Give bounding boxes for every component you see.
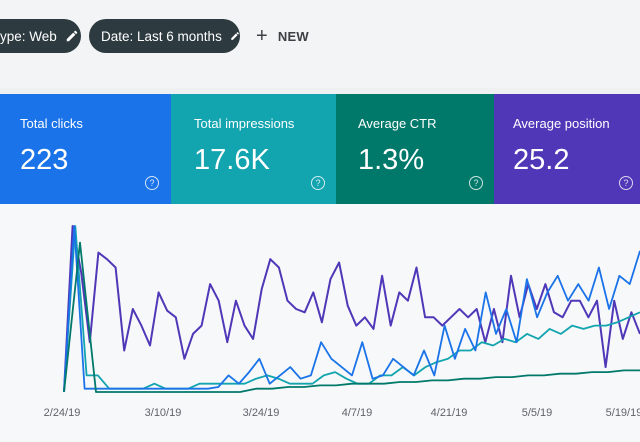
card-value: 1.3% [358,144,425,176]
card-value: 25.2 [513,144,570,176]
average-position-card[interactable]: Average position 25.2 ? [494,94,640,204]
card-label: Total clicks [20,116,83,131]
card-value: 223 [20,144,69,176]
card-label: Total impressions [194,116,295,131]
new-filter-label: NEW [277,28,309,44]
total-clicks-card[interactable]: Total clicks 223 ? [0,94,171,204]
x-tick-label: 3/10/19 [145,407,182,419]
help-icon[interactable]: ? [311,176,325,190]
metric-cards: Total clicks 223 ? Total impressions 17.… [0,94,640,204]
date-filter-chip[interactable]: Date: Last 6 months [89,19,240,53]
total-impressions-card[interactable]: Total impressions 17.6K ? [171,94,336,204]
series-line [63,225,640,393]
type-filter-chip[interactable]: ype: Web [0,19,81,53]
date-filter-label: Date: Last 6 months [101,28,222,44]
help-icon[interactable]: ? [145,176,159,190]
x-tick-label: 5/5/19 [522,407,553,419]
plus-icon: + [256,25,268,47]
series-line [63,225,640,393]
new-filter-button[interactable]: + NEW [256,25,309,47]
series-line [63,241,640,393]
x-tick-label: 5/19/19 [606,407,640,419]
x-tick-label: 3/24/19 [243,407,280,419]
card-value: 17.6K [194,144,270,176]
edit-icon[interactable] [230,29,240,43]
edit-icon[interactable] [65,29,79,43]
card-label: Average position [513,116,610,131]
average-ctr-card[interactable]: Average CTR 1.3% ? [336,94,494,204]
x-tick-label: 4/21/19 [431,407,468,419]
help-icon[interactable]: ? [619,176,633,190]
line-chart: 2/24/19 3/10/19 3/24/19 4/7/19 4/21/19 5/5/19… [44,225,640,419]
filter-bar: ype: Web Date: Last 6 months + NEW [0,0,640,88]
card-label: Average CTR [358,116,437,131]
performance-chart: 2/24/19 3/10/19 3/24/19 4/7/19 4/21/19 5/5/19… [0,204,640,442]
series-line [63,225,640,393]
x-tick-label: 4/7/19 [342,407,373,419]
x-tick-label: 2/24/19 [44,407,81,419]
type-filter-label: ype: Web [0,28,57,44]
help-icon[interactable]: ? [469,176,483,190]
